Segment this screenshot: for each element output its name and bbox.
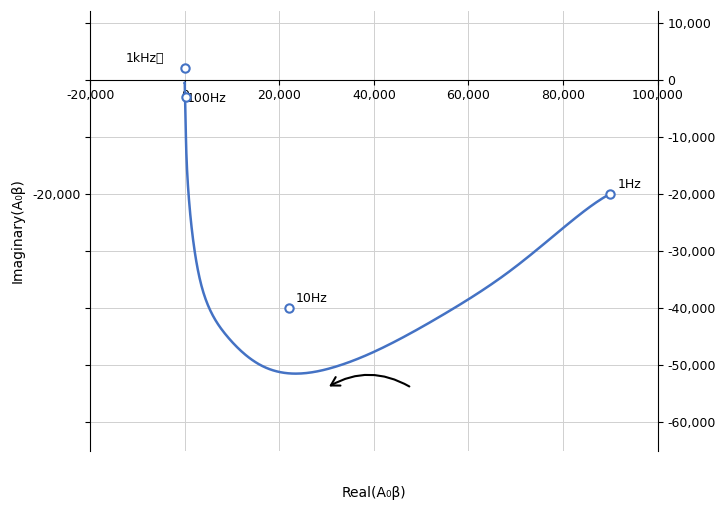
Text: 100Hz: 100Hz bbox=[187, 92, 226, 105]
Text: 1kHz～: 1kHz～ bbox=[126, 52, 164, 65]
X-axis label: Real(A₀β): Real(A₀β) bbox=[342, 486, 406, 500]
Y-axis label: Imaginary(A₀β): Imaginary(A₀β) bbox=[11, 178, 25, 283]
Text: 10Hz: 10Hz bbox=[296, 292, 328, 305]
Text: 1Hz: 1Hz bbox=[617, 178, 641, 191]
